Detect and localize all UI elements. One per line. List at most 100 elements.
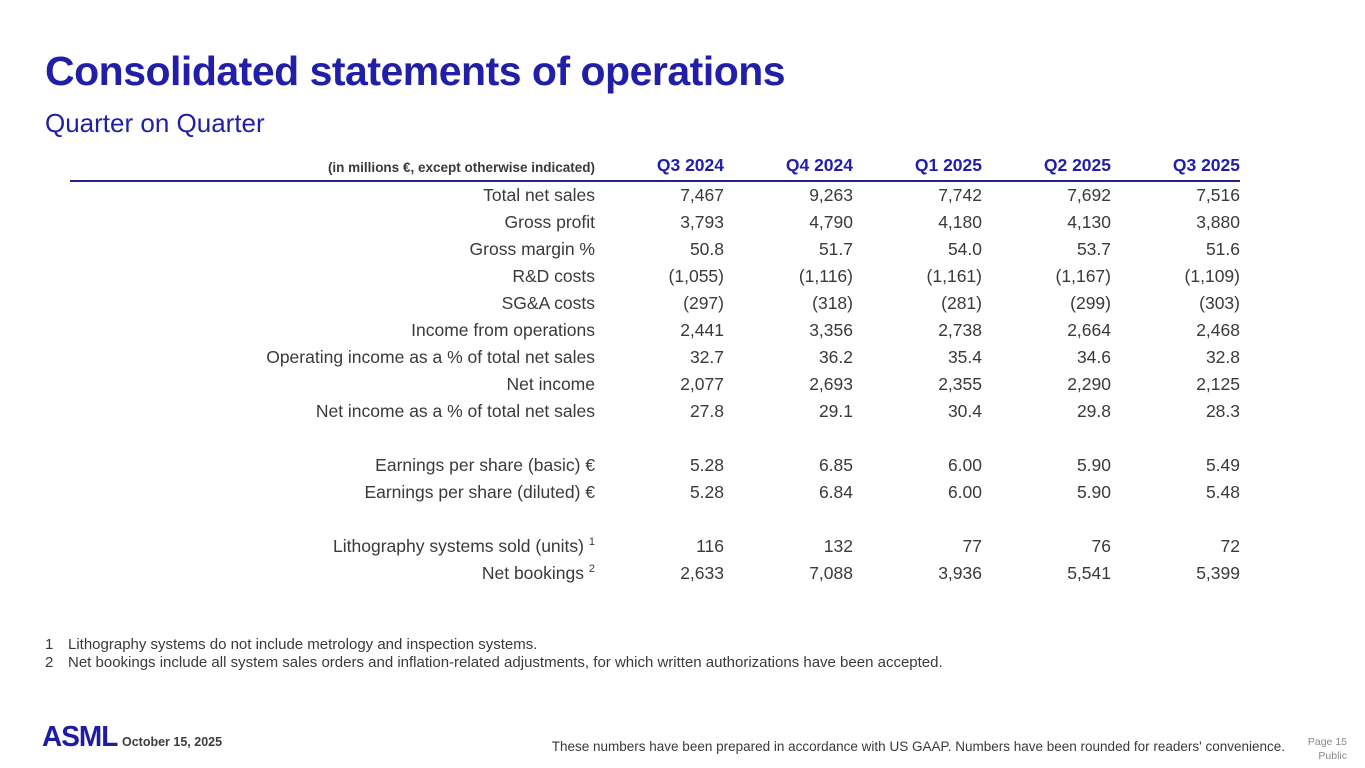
footer-disclaimer: These numbers have been prepared in acco… xyxy=(551,739,1285,754)
cell-value: 5,541 xyxy=(1067,563,1111,583)
asml-logo: ASML xyxy=(42,720,118,753)
cell-value: (1,109) xyxy=(1184,266,1240,286)
cell-value: 51.6 xyxy=(1205,239,1240,259)
cell-value: 2,633 xyxy=(680,563,724,583)
cell-value: 5.28 xyxy=(689,455,724,475)
footnote-number: 1 xyxy=(45,636,54,653)
cell-value: (303) xyxy=(1199,293,1240,313)
footnote-marker: 2 xyxy=(588,563,595,576)
cell-value: 4,180 xyxy=(938,212,982,232)
footnote: 1 Lithography systems do not include metr… xyxy=(45,636,943,654)
footnote-text: Net bookings include all system sales or… xyxy=(68,653,943,671)
cell-value: 36.2 xyxy=(818,347,853,367)
page-title: Consolidated statements of operations xyxy=(45,48,786,94)
cell-value: (1,167) xyxy=(1055,266,1111,286)
cell-value: 5,399 xyxy=(1196,563,1240,583)
table-header-row: (in millions €, except otherwise indicat… xyxy=(70,155,1240,182)
cell-value: 116 xyxy=(696,536,724,556)
cell-value: 3,936 xyxy=(938,563,982,583)
row-label: Gross profit xyxy=(504,212,595,232)
cell-value: 7,692 xyxy=(1067,185,1111,205)
table-row: Earnings per share (diluted) € 5.28 6.84 6.… xyxy=(70,479,1240,506)
row-label: Net income as a % of total net sales xyxy=(315,401,595,421)
cell-value: 27.8 xyxy=(689,401,724,421)
footnote-marker: 1 xyxy=(588,536,595,549)
column-header: Q4 2024 xyxy=(785,155,853,175)
cell-value: (1,116) xyxy=(798,266,853,286)
cell-value: 2,125 xyxy=(1196,374,1240,394)
table-row: Net income as a % of total net sales 27.8… xyxy=(70,398,1240,425)
footnote-number: 2 xyxy=(45,653,54,671)
footnotes: 1 Lithography systems do not include metr… xyxy=(45,636,943,671)
page-subtitle: Quarter on Quarter xyxy=(45,108,265,138)
cell-value: 4,130 xyxy=(1067,212,1111,232)
column-header: Q3 2025 xyxy=(1172,155,1240,175)
row-label: Earnings per share (diluted) € xyxy=(364,482,595,502)
row-label: Net income xyxy=(506,374,595,394)
cell-value: 7,516 xyxy=(1196,185,1240,205)
cell-value: 7,088 xyxy=(809,563,853,583)
cell-value: 29.8 xyxy=(1076,401,1111,421)
cell-value: 35.4 xyxy=(947,347,982,367)
cell-value: 32.8 xyxy=(1205,347,1240,367)
table-row: Gross profit 3,793 4,790 4,180 4,130 3,880 xyxy=(70,209,1240,236)
cell-value: 50.8 xyxy=(689,239,724,259)
cell-value: 3,793 xyxy=(680,212,724,232)
row-label: Income from operations xyxy=(411,320,595,340)
table-row: R&D costs (1,055) (1,116) (1,161) (1,167) (1,… xyxy=(70,263,1240,290)
footnote: 2 Net bookings include all system sales o… xyxy=(45,654,943,672)
cell-value: (1,055) xyxy=(668,266,724,286)
cell-value: 29.1 xyxy=(818,401,853,421)
cell-value: 28.3 xyxy=(1205,401,1240,421)
cell-value: 5.28 xyxy=(689,482,724,502)
cell-value: 51.7 xyxy=(818,239,853,259)
footer-pageinfo: Page 15 Public xyxy=(1308,736,1347,763)
table-row: Net income 2,077 2,693 2,355 2,290 2,125 xyxy=(70,371,1240,398)
cell-value: 5.90 xyxy=(1076,482,1111,502)
cell-value: 5.49 xyxy=(1205,455,1240,475)
cell-value: 72 xyxy=(1220,536,1240,556)
cell-value: 2,355 xyxy=(938,374,982,394)
cell-value: 2,441 xyxy=(680,320,724,340)
cell-value: 34.6 xyxy=(1076,347,1111,367)
page-number: Page 15 xyxy=(1307,736,1347,748)
cell-value: 6.00 xyxy=(947,455,982,475)
cell-value: 7,467 xyxy=(680,185,724,205)
column-header: Q3 2024 xyxy=(656,155,724,175)
table-row: Total net sales 7,467 9,263 7,742 7,692 7,516 xyxy=(70,182,1240,209)
cell-value: 3,356 xyxy=(809,320,853,340)
cell-value: 54.0 xyxy=(947,239,982,259)
cell-value: 2,693 xyxy=(809,374,853,394)
cell-value: 30.4 xyxy=(947,401,982,421)
cell-value: 6.85 xyxy=(818,455,853,475)
cell-value: 2,468 xyxy=(1196,320,1240,340)
cell-value: 7,742 xyxy=(938,185,982,205)
cell-value: 5.90 xyxy=(1076,455,1111,475)
footnote-text: Lithography systems do not include metro… xyxy=(68,636,538,653)
cell-value: (281) xyxy=(941,293,982,313)
row-label: R&D costs xyxy=(512,266,595,286)
cell-value: (299) xyxy=(1070,293,1111,313)
cell-value: 2,077 xyxy=(680,374,724,394)
column-header: Q1 2025 xyxy=(914,155,982,175)
table-row: Lithography systems sold (units) 1 116 132… xyxy=(70,533,1240,560)
table-spacer-row xyxy=(70,506,1240,533)
classification-label: Public xyxy=(1318,749,1347,762)
row-label: Earnings per share (basic) € xyxy=(375,455,595,475)
table-row: SG&A costs (297) (318) (281) (299) (303) xyxy=(70,290,1240,317)
cell-value: (297) xyxy=(683,293,724,313)
row-label: Total net sales xyxy=(483,185,595,205)
table-row: Earnings per share (basic) € 5.28 6.85 6.00… xyxy=(70,452,1240,479)
row-label: Net bookings 2 xyxy=(481,563,595,583)
row-label: Gross margin % xyxy=(469,239,595,259)
cell-value: 132 xyxy=(823,536,853,556)
column-header: Q2 2025 xyxy=(1043,155,1111,175)
cell-value: 4,790 xyxy=(809,212,853,232)
financial-table: (in millions €, except otherwise indicat… xyxy=(70,155,1240,587)
cell-value: 6.00 xyxy=(947,482,982,502)
unit-note: (in millions €, except otherwise indicat… xyxy=(327,160,595,175)
cell-value: 53.7 xyxy=(1076,239,1111,259)
cell-value: 76 xyxy=(1091,536,1111,556)
cell-value: 32.7 xyxy=(689,347,724,367)
